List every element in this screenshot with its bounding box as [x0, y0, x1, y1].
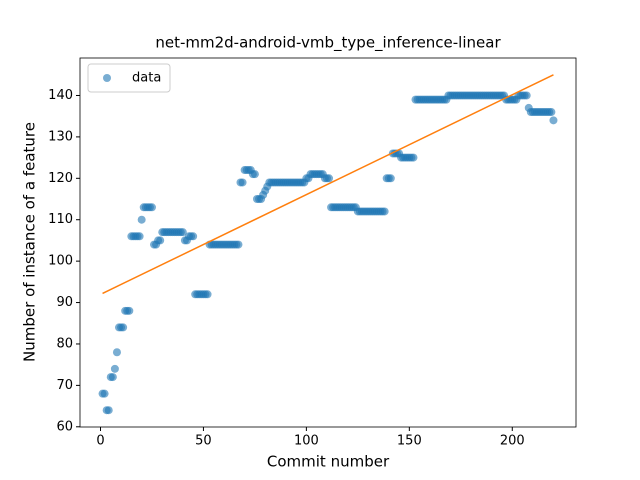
y-tick-label: 100: [48, 254, 73, 269]
data-point: [147, 203, 156, 212]
y-tick-label: 90: [56, 295, 73, 310]
data-point: [119, 323, 128, 332]
data-point: [108, 373, 117, 382]
data-point: [137, 215, 146, 224]
axes-frame: [79, 57, 577, 428]
legend-label: data: [132, 71, 161, 86]
x-tick-label: 0: [96, 434, 104, 449]
y-tick-label: 80: [56, 336, 73, 351]
y-tick-label: 120: [48, 171, 73, 186]
x-axis-label: Commit number: [267, 453, 390, 471]
data-point: [549, 116, 558, 125]
data-point: [135, 232, 144, 241]
data-point: [189, 232, 198, 241]
data-point: [110, 364, 119, 373]
fit-line: [102, 74, 554, 295]
data-point: [104, 406, 113, 415]
data-point: [156, 236, 165, 245]
chart-title: net-mm2d-android-vmb_type_inference-line…: [155, 34, 501, 53]
x-tick-label: 200: [500, 434, 525, 449]
y-tick-label: 70: [56, 378, 73, 393]
data-point: [100, 389, 109, 398]
data-point: [178, 228, 187, 237]
legend-swatch: [103, 74, 111, 82]
y-tick-label: 130: [48, 129, 73, 144]
data-point: [238, 178, 247, 187]
y-tick-label: 60: [56, 419, 73, 434]
x-tick-label: 50: [195, 434, 212, 449]
data-point: [125, 306, 134, 315]
data-point: [112, 348, 121, 357]
plot-area: [98, 74, 558, 415]
data-point: [234, 240, 243, 249]
data-point: [250, 170, 259, 179]
data-point: [325, 174, 334, 183]
data-point: [522, 91, 531, 100]
y-tick-label: 140: [48, 88, 73, 103]
x-tick-label: 150: [397, 434, 422, 449]
legend-box: [87, 63, 171, 93]
x-tick-label: 100: [294, 434, 319, 449]
data-point: [547, 108, 556, 117]
y-tick-label: 110: [48, 212, 73, 227]
y-axis-label: Number of instance of a feature: [21, 122, 39, 362]
data-point: [203, 290, 212, 299]
data-point: [386, 174, 395, 183]
data-point: [380, 207, 389, 216]
data-point: [409, 153, 418, 162]
